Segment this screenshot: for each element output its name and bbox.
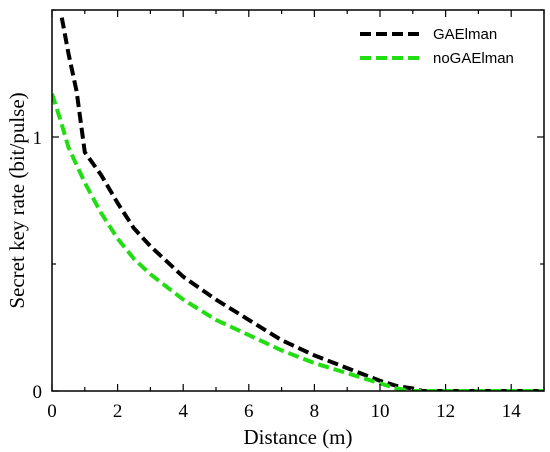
x-tick-label: 0 xyxy=(47,401,57,422)
x-tick-label: 8 xyxy=(310,401,320,422)
series-line-2 xyxy=(52,93,544,391)
legend: GAElman noGAElman xyxy=(360,26,514,67)
x-tick-label: 10 xyxy=(371,401,390,422)
x-tick-label: 12 xyxy=(436,401,455,422)
x-tick-label: 4 xyxy=(178,401,188,422)
x-tick-label: 14 xyxy=(502,401,522,422)
y-tick-label: 0 xyxy=(33,382,43,403)
y-axis-title: Secret key rate (bit/pulse) xyxy=(5,92,29,308)
axes: 0 2 4 6 8 10 12 14 0 1 xyxy=(33,9,545,422)
legend-label-1: GAElman xyxy=(433,26,497,43)
x-tick-label: 2 xyxy=(113,401,123,422)
x-axis-title: Distance (m) xyxy=(243,425,352,449)
x-tick-label: 6 xyxy=(244,401,254,422)
series-line-1 xyxy=(59,17,544,391)
legend-label-2: noGAElman xyxy=(433,50,514,67)
plot-area xyxy=(52,17,544,391)
y-tick-label: 1 xyxy=(33,128,43,149)
plot-frame xyxy=(51,9,545,392)
